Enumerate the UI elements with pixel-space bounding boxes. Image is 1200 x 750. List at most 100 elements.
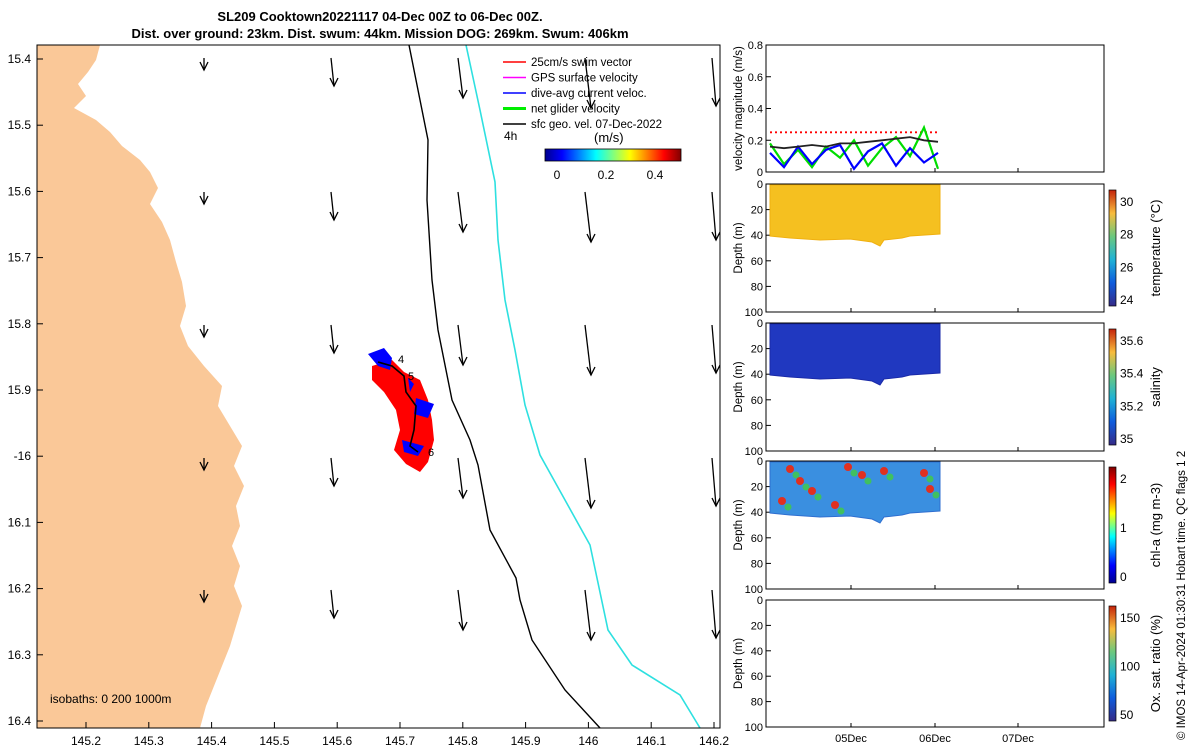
sfc-geo-velocity-vectors (199, 57, 720, 642)
geo-velocity-arrow (584, 191, 592, 243)
map-y-tick-label: 16.3 (8, 648, 32, 662)
geo-velocity-arrowhead (458, 223, 468, 234)
y-tick-label: 60 (751, 671, 763, 683)
current-vectors-blue (368, 348, 434, 456)
geo-velocity-arrow (584, 324, 592, 376)
map-x-tick-label: 145.3 (134, 734, 164, 748)
map-frame (36, 44, 721, 729)
colorbar-tick-label: 50 (1120, 708, 1134, 722)
geo-velocity-arrowhead (458, 621, 468, 632)
colorbar-tick-label: 24 (1120, 293, 1134, 307)
y-tick-label: 0 (757, 456, 763, 468)
geo-velocity-arrow (330, 324, 335, 354)
geo-velocity-arrowhead (458, 356, 468, 367)
map-y-tick-label: 16.4 (8, 714, 32, 728)
y-tick-label: 0 (757, 595, 763, 607)
track-line (377, 361, 419, 453)
map-y-axis: 15.4 15.5 15.6 15.7 15.8 15.9 -16 16.1 16.2 16.3 1… (8, 52, 43, 728)
geo-velocity-arrow (330, 457, 335, 487)
legend-label: net glider velocity (531, 104, 620, 116)
y-tick-label: 20 (751, 482, 763, 494)
map-x-tick-label: 145.2 (71, 734, 101, 748)
map-x-tick-label: 145.5 (259, 734, 289, 748)
geo-velocity-arrowhead (329, 477, 339, 488)
time-step-label: 4h (504, 129, 517, 143)
colorbar-label: salinity (1148, 367, 1163, 407)
chl-hotspot (778, 497, 786, 505)
geo-velocity-arrowhead (329, 344, 339, 355)
y-axis-label: Depth (m) (733, 499, 745, 550)
chl-hotspot (926, 475, 934, 483)
velocity-series (769, 124, 940, 170)
y-axis-label: Depth (m) (733, 222, 745, 273)
map-legend: 25cm/s swim vector GPS surface velocity di… (503, 57, 682, 182)
chl-hotspot (932, 491, 940, 499)
map-x-tick-label: 145.4 (197, 734, 227, 748)
y-tick-label: 40 (751, 230, 763, 242)
map-y-tick-label: 15.6 (8, 184, 32, 198)
y-tick-label: 20 (751, 205, 763, 217)
geo-velocity-arrow (457, 324, 464, 366)
map-x-axis: 145.2 145.3 145.4 145.5 145.6 145.7 145.8 145.9… (71, 722, 729, 748)
chl-hotspot (858, 471, 866, 479)
x-date-label: 06Dec (919, 733, 951, 745)
map-x-tick-label: 146.2 (699, 734, 729, 748)
colorbar-tick-label: 0 (1120, 570, 1127, 584)
geo-velocity-arrowhead (329, 77, 339, 88)
panel-1: 0 20 40 60 80 100 Depth (m) 24 26 28 30 temperature… (733, 179, 1163, 319)
y-tick-label: 80 (751, 558, 763, 570)
colorbar-tick-label: 35 (1120, 432, 1134, 446)
chl-hotspot (831, 501, 839, 509)
map-x-tick-label: 146.1 (636, 734, 666, 748)
geo-velocity-arrowhead (329, 609, 339, 620)
geo-velocity-arrowhead (711, 629, 720, 640)
panel-4: 0 20 40 60 80 100 Depth (m) 50 100 150 Ox. sat. ra… (733, 595, 1163, 734)
isobath-1000m (465, 45, 701, 728)
geo-velocity-arrowhead (199, 593, 209, 604)
map-y-tick-label: 16.2 (8, 582, 32, 596)
profile-heatmap (769, 323, 941, 386)
y-tick-label: 40 (751, 646, 763, 658)
geo-velocity-arrow (330, 589, 335, 619)
chl-hotspot (844, 463, 852, 471)
chl-hotspot (786, 465, 794, 473)
map-x-tick-label: 145.6 (322, 734, 352, 748)
y-tick-label: 80 (751, 420, 763, 432)
colorbar-tick-label: 35.2 (1120, 399, 1144, 413)
geo-velocity-arrow (457, 191, 464, 233)
legend-label: sfc geo. vel. 07-Dec-2022 (531, 119, 662, 131)
colorbar-label: temperature (°C) (1148, 200, 1163, 297)
geo-velocity-arrow (711, 589, 717, 639)
geo-velocity-arrow (711, 57, 717, 107)
chl-hotspot (850, 469, 858, 477)
colorbar-tick-label: 2 (1120, 472, 1127, 486)
speed-colorbar-tick-label: 0.2 (598, 168, 615, 182)
geo-velocity-arrow (457, 457, 464, 499)
x-date-label: 05Dec (835, 733, 867, 745)
y-tick-label: 20 (751, 620, 763, 632)
y-tick-label: 0 (757, 179, 763, 191)
x-date-label: 07Dec (1002, 733, 1034, 745)
y-tick-label: 0.2 (748, 135, 763, 147)
geo-velocity-arrowhead (199, 61, 209, 72)
isobaths-label: isobaths: 0 200 1000m (50, 692, 171, 706)
y-tick-label: 0.6 (748, 72, 763, 84)
panel-frame (765, 599, 1105, 728)
land-polygon (37, 45, 244, 728)
profile-heatmap (769, 184, 941, 247)
y-tick-label: 100 (745, 446, 763, 458)
geo-velocity-arrow (457, 57, 464, 99)
geo-velocity-arrow (711, 457, 717, 507)
track-marker-6: 6 (428, 447, 434, 459)
colorbar-tick-label: 35.4 (1120, 367, 1144, 381)
speed-colorbar-ticks: 0 0.2 0.4 (554, 168, 664, 182)
geo-velocity-arrowhead (199, 195, 209, 206)
colorbar-label: chl-a (mg m-3) (1148, 483, 1163, 568)
map-y-tick-label: 15.8 (8, 317, 32, 331)
colorbar (1108, 189, 1117, 307)
y-tick-label: 0 (757, 167, 763, 179)
track-marker-4: 4 (398, 354, 404, 366)
y-tick-label: 40 (751, 507, 763, 519)
